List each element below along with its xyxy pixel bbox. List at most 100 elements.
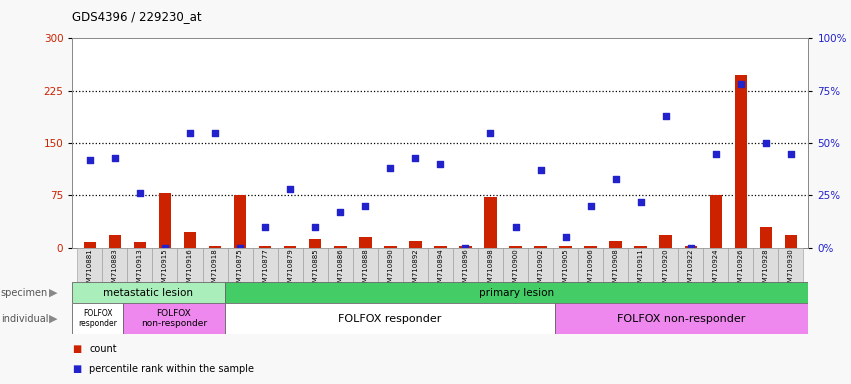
Bar <box>109 235 121 248</box>
Text: count: count <box>89 344 117 354</box>
Bar <box>654 248 678 282</box>
Text: GSM710875: GSM710875 <box>237 249 243 291</box>
Point <box>158 245 172 251</box>
Bar <box>503 248 528 282</box>
Text: GSM710913: GSM710913 <box>137 249 143 291</box>
Bar <box>253 248 277 282</box>
Bar <box>509 246 522 248</box>
Text: GSM710920: GSM710920 <box>663 249 669 291</box>
Text: GSM710881: GSM710881 <box>87 249 93 291</box>
Bar <box>72 303 123 334</box>
Bar <box>128 248 152 282</box>
Point <box>634 199 648 205</box>
Bar <box>309 239 322 248</box>
Bar <box>184 232 197 248</box>
Text: FOLFOX
non-responder: FOLFOX non-responder <box>140 309 207 328</box>
Point <box>233 245 247 251</box>
Text: GSM710918: GSM710918 <box>212 249 218 291</box>
Text: FOLFOX responder: FOLFOX responder <box>338 314 442 324</box>
Point <box>408 155 422 161</box>
Text: ▶: ▶ <box>49 288 58 298</box>
Point <box>584 203 597 209</box>
Text: ■: ■ <box>72 364 82 374</box>
Text: GSM710894: GSM710894 <box>437 249 443 291</box>
Bar <box>178 248 203 282</box>
Point <box>108 155 122 161</box>
Point <box>759 140 773 146</box>
Bar <box>460 246 471 248</box>
Bar <box>585 246 597 248</box>
Text: FOLFOX non-responder: FOLFOX non-responder <box>617 314 745 324</box>
Bar <box>678 248 703 282</box>
Bar <box>555 303 808 334</box>
Text: percentile rank within the sample: percentile rank within the sample <box>89 364 254 374</box>
Bar <box>528 248 553 282</box>
Bar <box>208 246 221 248</box>
Bar <box>72 282 225 303</box>
Bar <box>384 246 397 248</box>
Text: ▶: ▶ <box>49 314 58 324</box>
Bar <box>553 248 578 282</box>
Point <box>133 190 146 196</box>
Bar <box>259 246 271 248</box>
Bar <box>428 248 453 282</box>
Bar <box>403 248 428 282</box>
Bar <box>152 248 178 282</box>
Bar <box>378 248 403 282</box>
Point <box>283 186 297 192</box>
Point <box>734 81 748 88</box>
Bar <box>779 248 803 282</box>
Point <box>358 203 372 209</box>
Text: GSM710906: GSM710906 <box>588 249 594 291</box>
Text: ■: ■ <box>72 344 82 354</box>
Bar <box>534 246 547 248</box>
Point <box>334 209 347 215</box>
Point <box>509 223 523 230</box>
Bar <box>710 195 722 248</box>
Text: GSM710886: GSM710886 <box>337 249 343 291</box>
Bar <box>227 248 253 282</box>
Point <box>83 157 97 163</box>
Bar <box>559 246 572 248</box>
Bar <box>684 246 697 248</box>
Text: GSM710928: GSM710928 <box>762 249 769 291</box>
Text: GSM710877: GSM710877 <box>262 249 268 291</box>
Text: GSM710900: GSM710900 <box>512 249 518 291</box>
Bar <box>728 248 753 282</box>
Bar <box>328 248 353 282</box>
Text: GSM710888: GSM710888 <box>363 249 368 291</box>
Point <box>384 165 397 171</box>
Bar <box>409 241 421 248</box>
Bar <box>225 303 555 334</box>
Bar <box>123 303 225 334</box>
Text: GSM710902: GSM710902 <box>538 249 544 291</box>
Text: GSM710898: GSM710898 <box>488 249 494 291</box>
Text: metastatic lesion: metastatic lesion <box>104 288 193 298</box>
Point <box>659 113 672 119</box>
Point <box>259 223 272 230</box>
Bar <box>434 246 447 248</box>
Text: GSM710883: GSM710883 <box>111 249 118 291</box>
Text: GSM710879: GSM710879 <box>287 249 293 291</box>
Bar <box>159 193 171 248</box>
Bar <box>83 242 96 248</box>
Text: GSM710890: GSM710890 <box>387 249 393 291</box>
Bar <box>225 282 808 303</box>
Point <box>483 129 497 136</box>
Point <box>684 245 698 251</box>
Bar <box>753 248 779 282</box>
Point <box>208 129 222 136</box>
Bar <box>484 197 497 248</box>
Point <box>784 151 797 157</box>
Bar <box>353 248 378 282</box>
Point <box>308 223 322 230</box>
Text: GDS4396 / 229230_at: GDS4396 / 229230_at <box>72 10 202 23</box>
Bar <box>303 248 328 282</box>
Text: GSM710896: GSM710896 <box>462 249 468 291</box>
Bar <box>203 248 227 282</box>
Bar <box>785 235 797 248</box>
Text: GSM710922: GSM710922 <box>688 249 694 291</box>
Bar <box>628 248 654 282</box>
Text: GSM710930: GSM710930 <box>788 249 794 291</box>
Text: GSM710905: GSM710905 <box>563 249 568 291</box>
